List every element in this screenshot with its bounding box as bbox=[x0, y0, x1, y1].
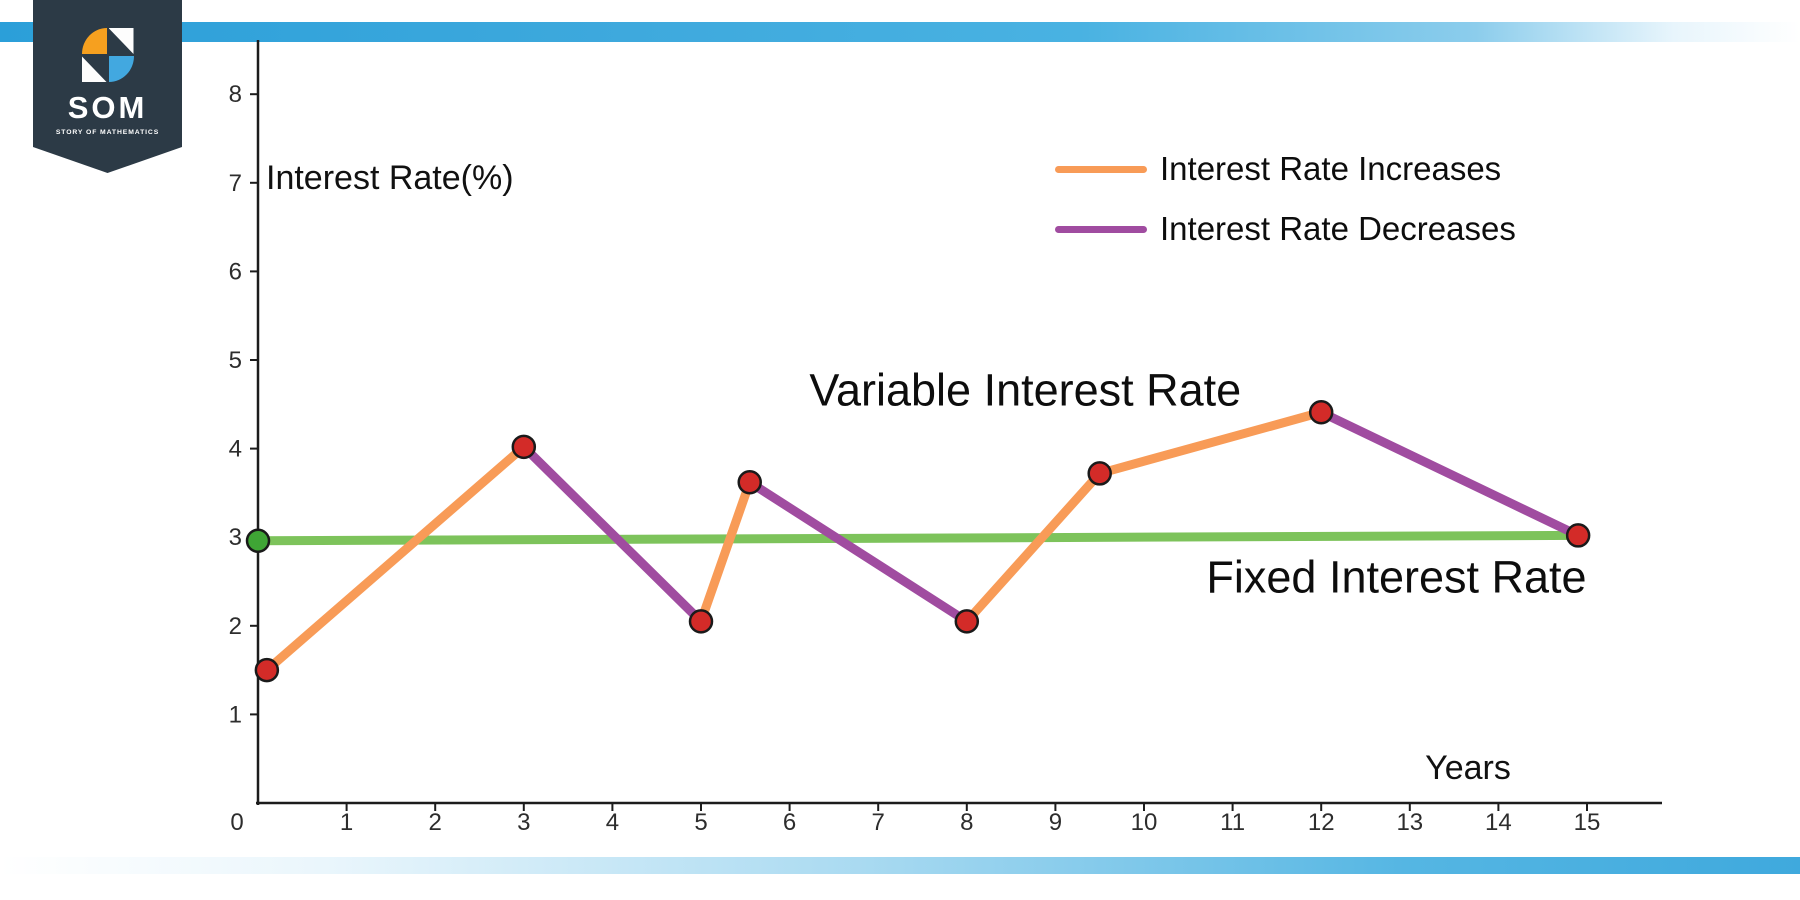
data-point bbox=[1308, 400, 1334, 425]
x-tick-label: 15 bbox=[1574, 809, 1601, 836]
x-tick-label: 8 bbox=[960, 809, 973, 836]
x-tick-label: 14 bbox=[1485, 809, 1512, 836]
data-point bbox=[1087, 461, 1112, 486]
rate-decrease-segment bbox=[1316, 407, 1583, 540]
x-tick-label: 1 bbox=[340, 809, 353, 836]
x-tick-label: 11 bbox=[1220, 809, 1245, 836]
x-tick-label: 12 bbox=[1308, 809, 1335, 836]
x-tick-label: 10 bbox=[1131, 809, 1158, 836]
data-point bbox=[954, 609, 980, 634]
y-tick-label: 7 bbox=[229, 170, 242, 197]
bottom-brand-bar bbox=[0, 857, 1800, 874]
legend-row-decrease: Interest Rate Decreases bbox=[1055, 210, 1516, 248]
x-tick-label: 0 bbox=[230, 809, 243, 836]
fixed-rate-annotation: Fixed Interest Rate bbox=[1206, 551, 1587, 603]
y-axis-label: Interest Rate(%) bbox=[266, 159, 514, 197]
data-point bbox=[737, 470, 762, 495]
x-tick-label: 3 bbox=[517, 809, 530, 836]
data-point bbox=[688, 609, 714, 634]
data-point bbox=[1565, 523, 1591, 548]
legend-label: Interest Rate Increases bbox=[1160, 150, 1502, 187]
data-point bbox=[511, 434, 537, 460]
increase-line-swatch bbox=[1055, 165, 1147, 173]
decrease-line-swatch bbox=[1055, 225, 1147, 233]
rate-decrease-segment bbox=[519, 442, 706, 626]
rate-increase-segment bbox=[696, 477, 755, 626]
variable-rate-annotation: Variable Interest Rate bbox=[809, 364, 1242, 416]
fixed-rate-line bbox=[253, 530, 1583, 546]
y-tick-label: 8 bbox=[229, 81, 242, 108]
y-tick-label: 6 bbox=[229, 258, 242, 285]
logo-acronym: SOM bbox=[67, 90, 148, 125]
som-logo-badge: SOM STORY OF MATHEMATICS bbox=[33, 0, 182, 173]
y-tick-label: 2 bbox=[229, 613, 242, 640]
x-tick-label: 13 bbox=[1396, 809, 1423, 836]
y-tick-label: 1 bbox=[229, 701, 242, 728]
top-brand-bar bbox=[0, 22, 1800, 42]
data-point bbox=[254, 657, 280, 683]
logo-tagline: STORY OF MATHEMATICS bbox=[55, 129, 160, 136]
x-tick-label: 4 bbox=[606, 809, 619, 836]
y-tick-label: 4 bbox=[229, 436, 242, 463]
y-tick-label: 3 bbox=[229, 524, 242, 551]
rate-decrease-segment bbox=[745, 477, 972, 626]
legend-row-increase: Interest Rate Increases bbox=[1055, 150, 1516, 188]
y-tick-label: 5 bbox=[229, 347, 242, 374]
chart-legend: Interest Rate Increases Interest Rate De… bbox=[1055, 150, 1516, 248]
rate-increase-segment bbox=[962, 468, 1105, 626]
x-tick-label: 6 bbox=[783, 809, 796, 836]
x-axis-label: Years bbox=[1425, 749, 1511, 787]
rate-increase-segment bbox=[262, 442, 529, 675]
legend-label: Interest Rate Decreases bbox=[1160, 210, 1516, 247]
x-tick-label: 7 bbox=[872, 809, 885, 836]
som-pinwheel-icon bbox=[81, 28, 134, 82]
fixed-rate-start-point bbox=[245, 528, 271, 553]
x-tick-label: 2 bbox=[429, 809, 442, 836]
x-tick-label: 5 bbox=[694, 809, 707, 836]
x-tick-label: 9 bbox=[1049, 809, 1062, 836]
rate-increase-segment bbox=[1095, 407, 1326, 478]
